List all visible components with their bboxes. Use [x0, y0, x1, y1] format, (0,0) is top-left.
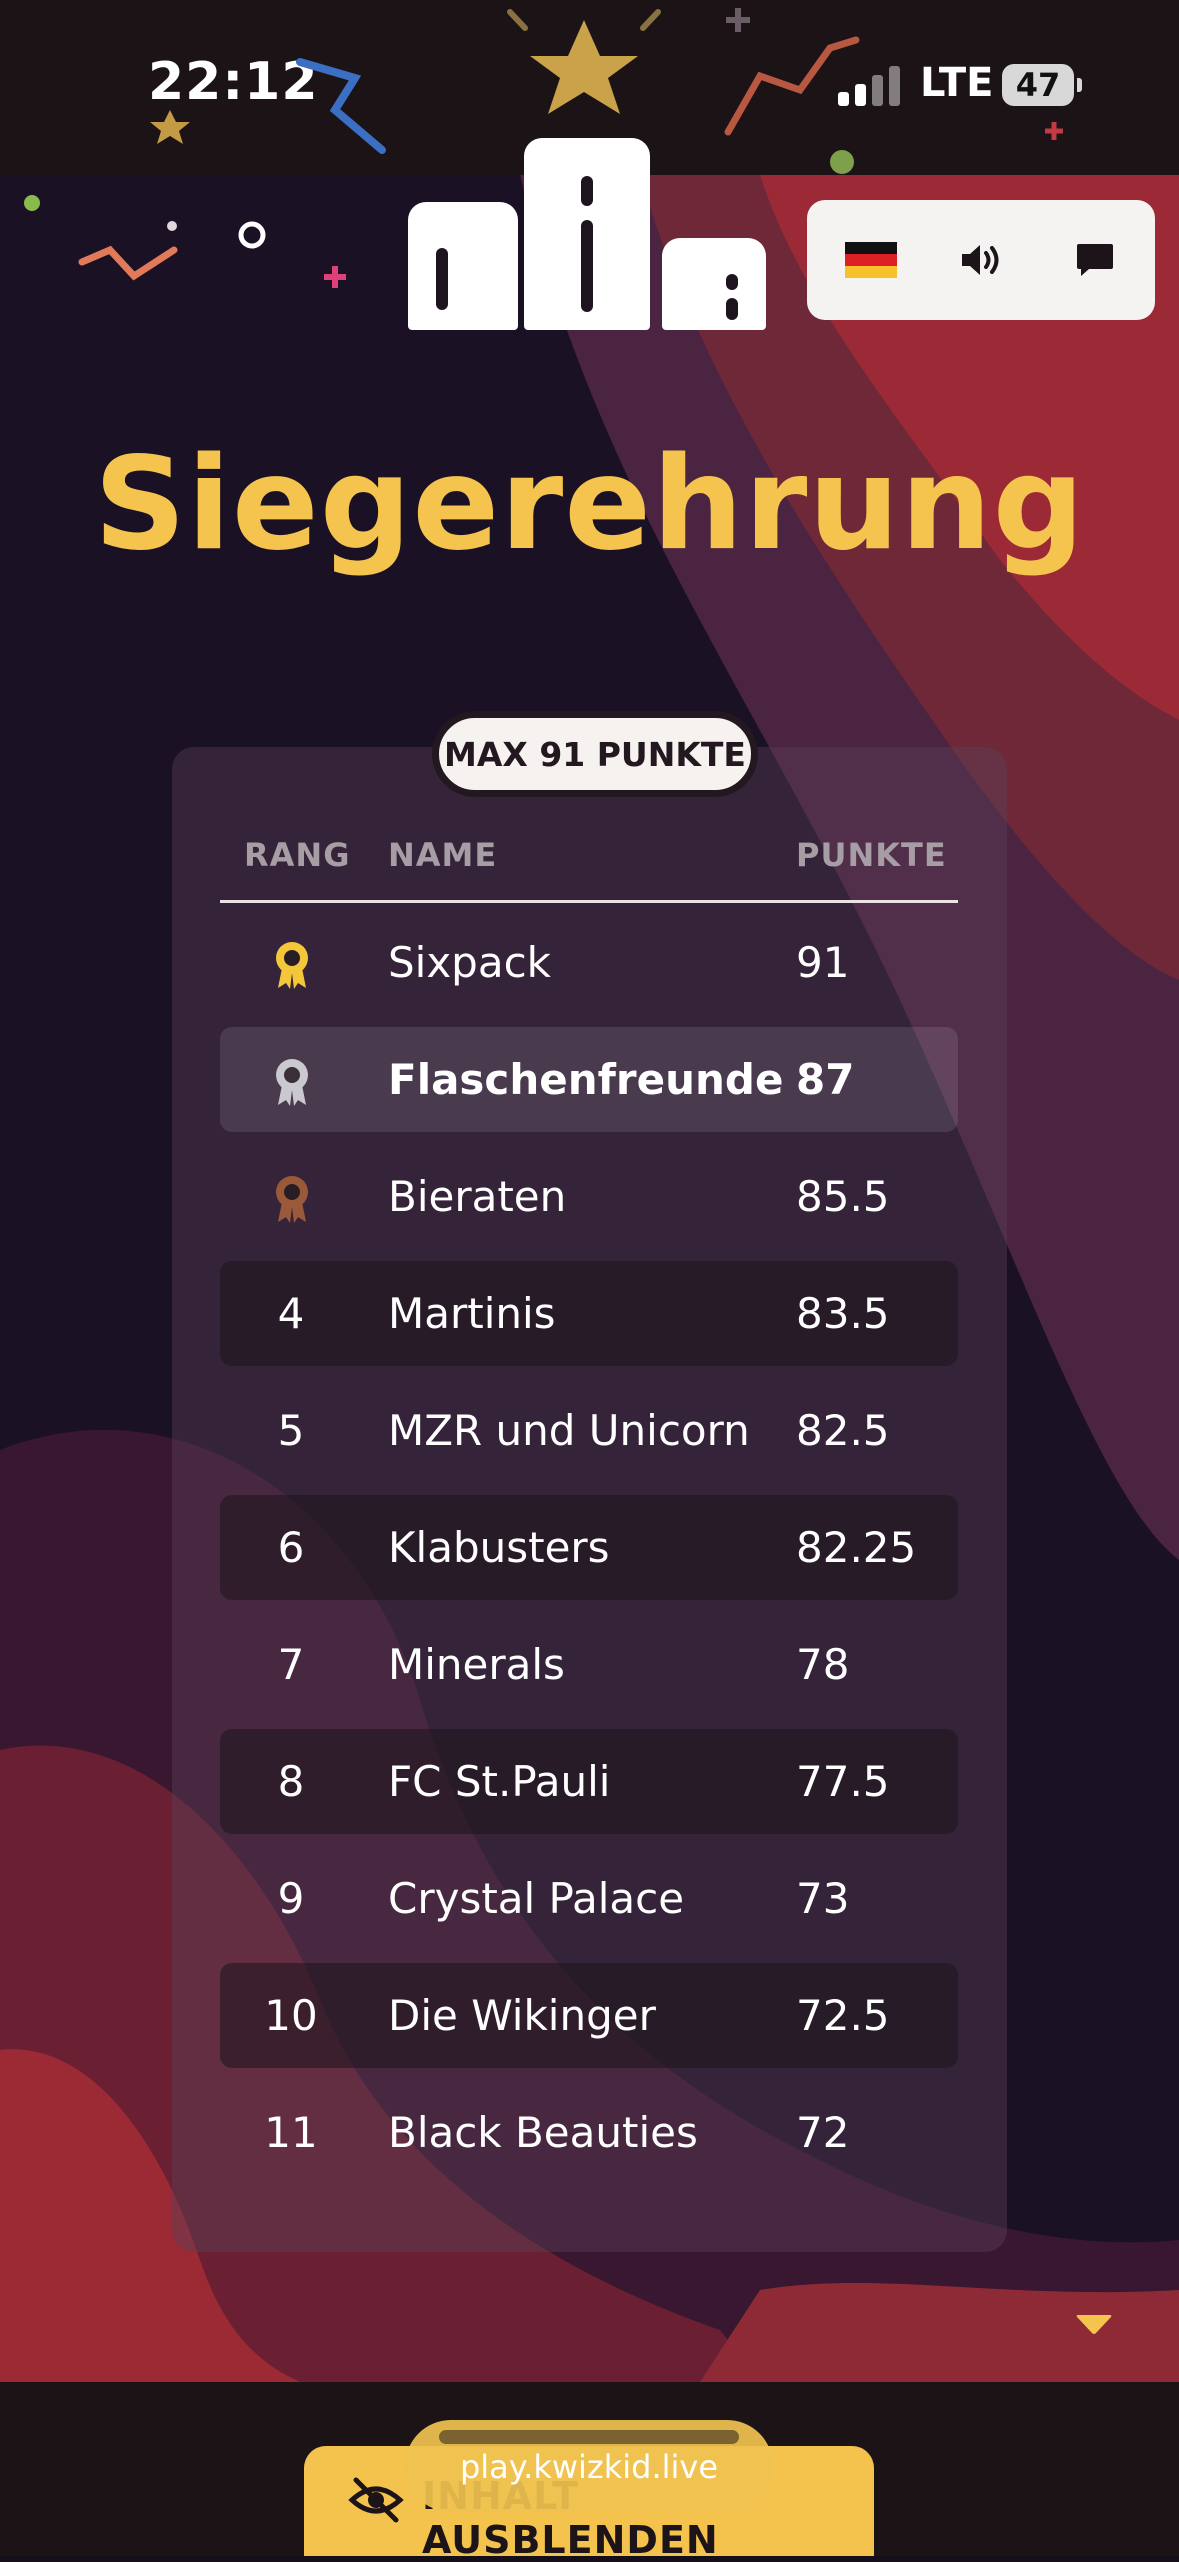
sound-toggle-button[interactable] [952, 230, 1012, 290]
max-points-badge: MAX 91 PUNKTE [432, 711, 758, 797]
page-title: Siegerehrung [93, 430, 1086, 579]
table-row: 5 MZR und Unicorn 82.5 [220, 1378, 958, 1483]
eye-slash-icon [348, 2477, 404, 2523]
header-rank: RANG [244, 836, 351, 874]
row-name: Flaschenfreunde [388, 1055, 784, 1104]
row-rank [220, 1027, 362, 1132]
table-row: 4 Martinis 83.5 [220, 1261, 958, 1366]
row-rank: 6 [277, 1523, 305, 1572]
network-type: LTE [920, 60, 994, 106]
row-points: 72.5 [796, 1991, 890, 2040]
table-row: Bieraten 85.5 [220, 1144, 958, 1249]
row-points: 77.5 [796, 1757, 890, 1806]
table-row: 10 Die Wikinger 72.5 [220, 1963, 958, 2068]
table-row: 8 FC St.Pauli 77.5 [220, 1729, 958, 1834]
row-points: 72 [796, 2108, 850, 2157]
row-name: Klabusters [388, 1523, 610, 1572]
table-row: 6 Klabusters 82.25 [220, 1495, 958, 1600]
url-pill-shade [439, 2430, 739, 2444]
chat-button[interactable] [1065, 230, 1125, 290]
row-name: Minerals [388, 1640, 565, 1689]
signal-strength-icon [838, 66, 900, 106]
row-points: 73 [796, 1874, 850, 1923]
table-row-highlighted: Flaschenfreunde 87 [220, 1027, 958, 1132]
language-flag-button[interactable] [841, 230, 901, 290]
row-rank [220, 910, 362, 1015]
row-name: Die Wikinger [388, 1991, 656, 2040]
row-name: Bieraten [388, 1172, 567, 1221]
row-rank: 8 [277, 1757, 305, 1806]
row-name: FC St.Pauli [388, 1757, 611, 1806]
table-row: 7 Minerals 78 [220, 1612, 958, 1717]
leaderboard-rows: Sixpack 91 Flaschenfreunde 87 Bieraten 8… [220, 910, 958, 2197]
row-rank: 5 [277, 1406, 305, 1455]
table-row: 9 Crystal Palace 73 [220, 1846, 958, 1951]
row-points: 91 [796, 938, 850, 987]
row-rank [220, 1144, 362, 1249]
row-points: 82.25 [796, 1523, 917, 1572]
header-name: NAME [388, 836, 498, 874]
row-name: Black Beauties [388, 2108, 698, 2157]
row-rank: 9 [277, 1874, 305, 1923]
row-rank: 7 [277, 1640, 305, 1689]
row-points: 83.5 [796, 1289, 890, 1338]
row-rank: 11 [264, 2108, 318, 2157]
chat-bubble-icon [1077, 244, 1113, 276]
table-header: RANG NAME PUNKTE [220, 830, 958, 903]
podium-logo [408, 138, 766, 330]
bronze-medal-icon [276, 1176, 308, 1223]
row-name: Crystal Palace [388, 1874, 685, 1923]
gold-medal-icon [276, 942, 308, 989]
row-rank: 10 [264, 1991, 318, 2040]
german-flag-icon [845, 242, 897, 278]
row-name: Sixpack [388, 938, 551, 987]
browser-url-pill[interactable]: play.kwizkid.live [405, 2420, 773, 2512]
status-time: 22:12 [148, 52, 319, 112]
silver-medal-icon [276, 1059, 308, 1106]
scroll-down-icon[interactable] [1075, 2312, 1113, 2336]
row-points: 85.5 [796, 1172, 890, 1221]
header-controls [807, 200, 1155, 320]
row-rank: 4 [277, 1289, 305, 1338]
row-points: 87 [796, 1055, 855, 1104]
row-name: Martinis [388, 1289, 556, 1338]
row-points: 82.5 [796, 1406, 890, 1455]
confetti-decoration [24, 8, 1063, 288]
battery-icon: 47 [1002, 64, 1082, 106]
table-row: Sixpack 91 [220, 910, 958, 1015]
row-name: MZR und Unicorn [388, 1406, 750, 1455]
table-row: 11 Black Beauties 72 [220, 2080, 958, 2185]
row-points: 78 [796, 1640, 850, 1689]
header-points: PUNKTE [796, 836, 947, 874]
browser-url: play.kwizkid.live [459, 2448, 719, 2486]
speaker-icon [962, 245, 999, 275]
